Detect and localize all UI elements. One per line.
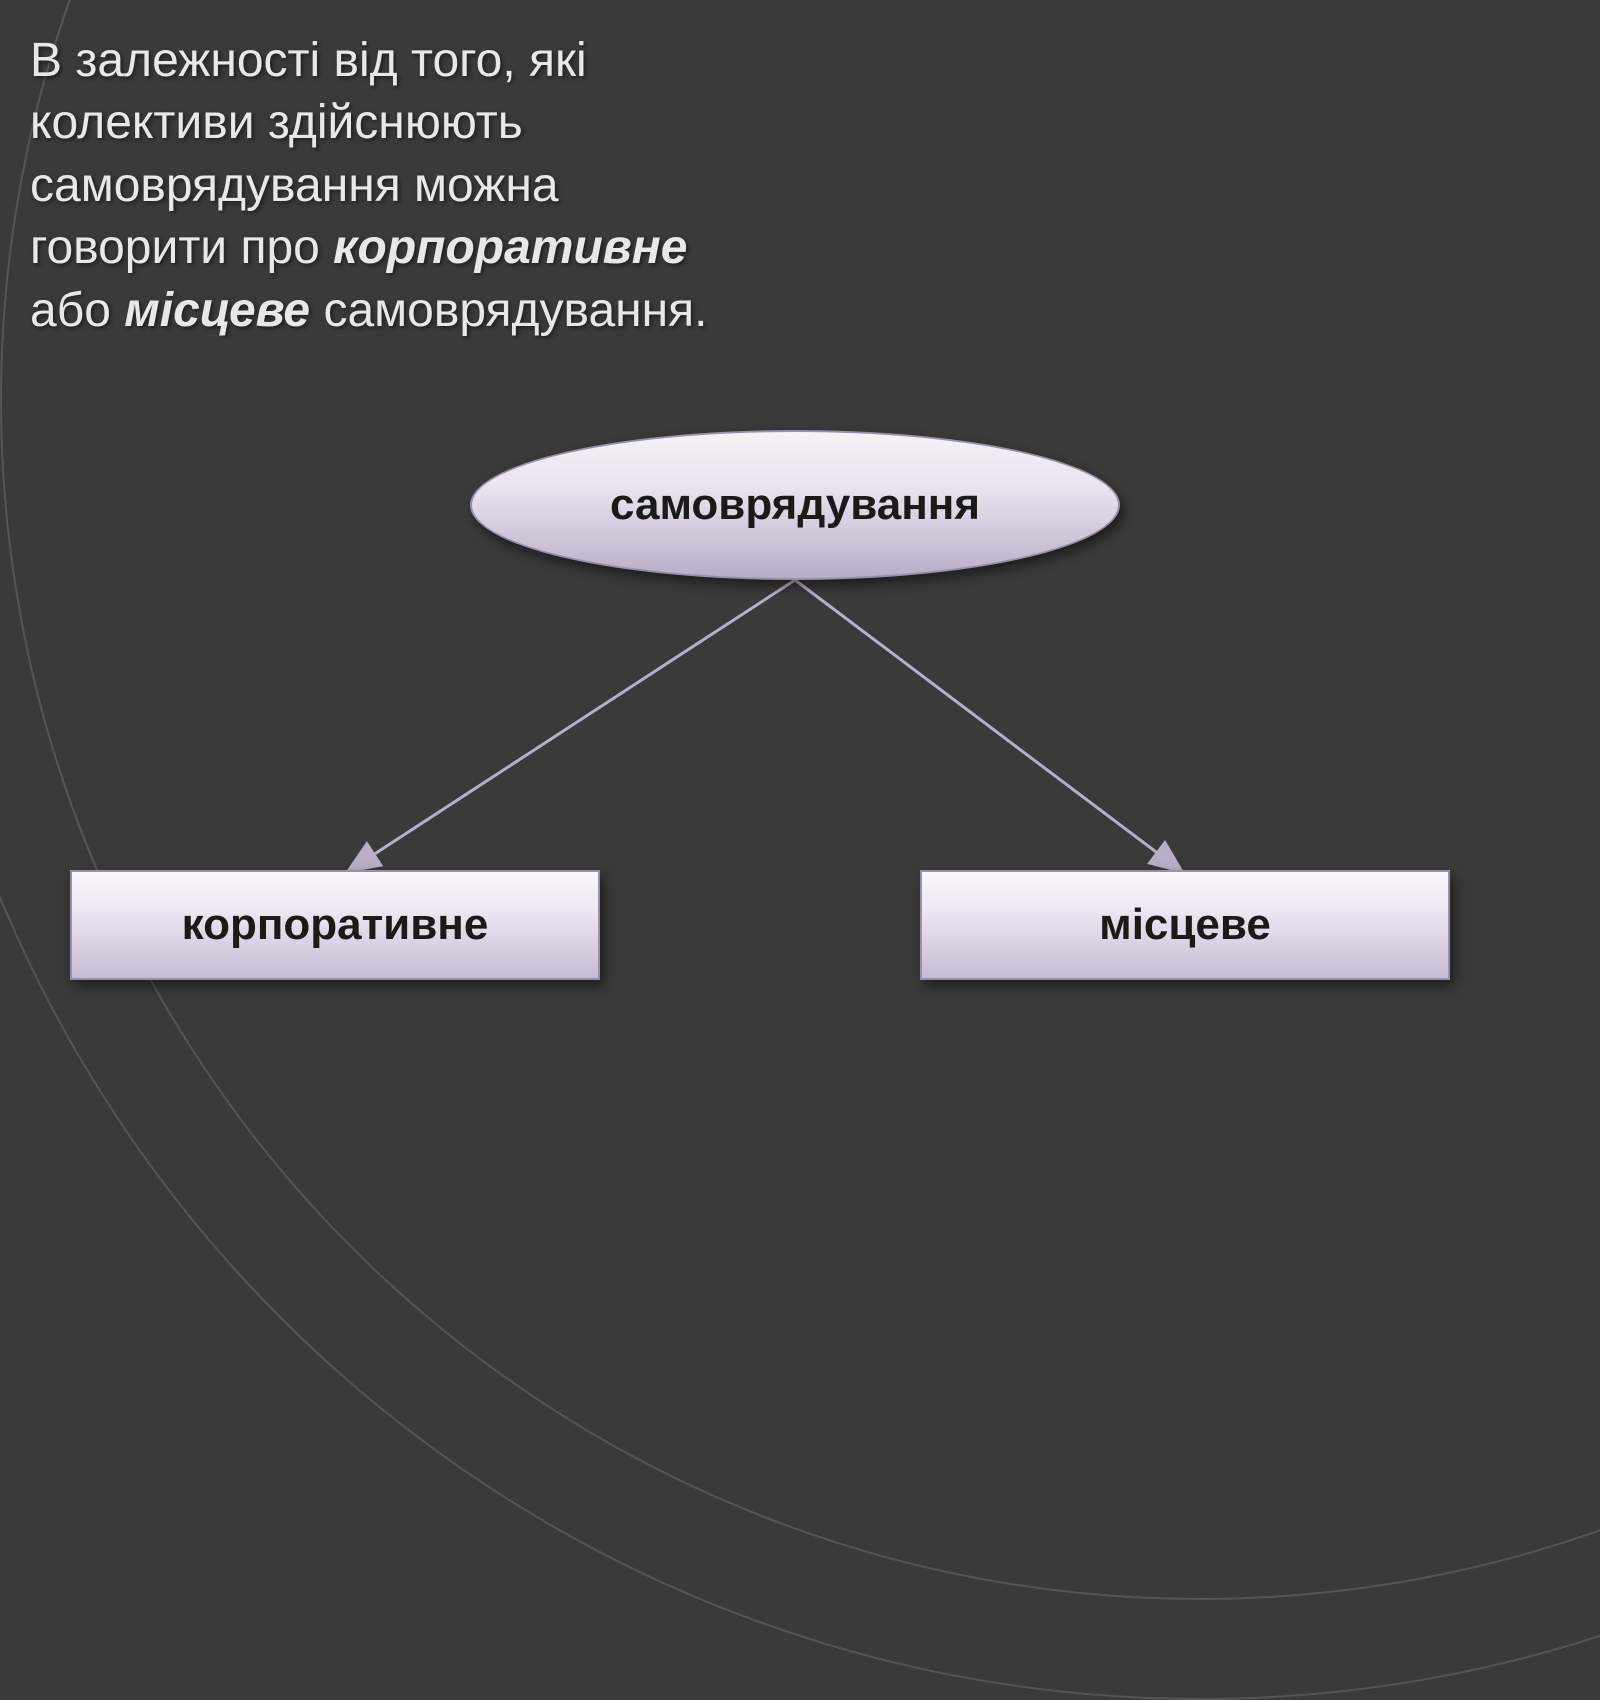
heading-line-4-prefix: говорити про: [30, 221, 333, 274]
diagram-container: самоврядування корпоративне місцеве: [70, 430, 1530, 1130]
heading-line-2: колективи здійснюють: [30, 96, 523, 149]
root-node: самоврядування: [470, 430, 1120, 580]
child-node-left-label: корпоративне: [182, 900, 489, 950]
heading-line-1: В залежності від того, які: [30, 34, 587, 87]
child-node-right: місцеве: [920, 870, 1450, 980]
heading-line-3: самоврядування можна: [30, 159, 559, 212]
heading-line-4-bold: корпоративне: [333, 221, 687, 274]
root-node-label: самоврядування: [610, 480, 980, 530]
heading-line-5-bold: місцеве: [124, 284, 310, 337]
child-node-right-label: місцеве: [1099, 900, 1271, 950]
heading-text: В залежності від того, які колективи зді…: [30, 30, 810, 342]
child-node-left: корпоративне: [70, 870, 600, 980]
heading-line-5-prefix: або: [30, 284, 124, 337]
heading-line-5-suffix: самоврядування.: [310, 284, 707, 337]
